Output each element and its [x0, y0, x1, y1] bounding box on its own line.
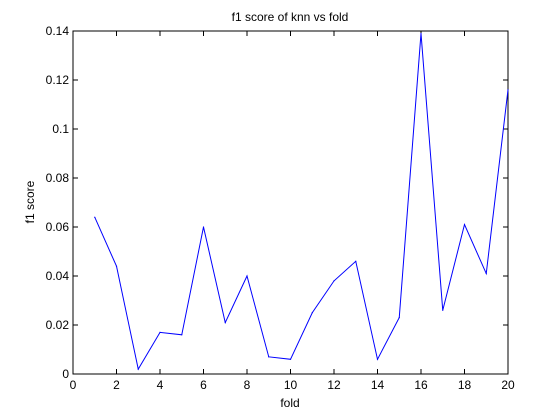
x-tick-label: 18	[458, 378, 472, 392]
data-point	[420, 32, 422, 35]
series-layer	[94, 32, 509, 371]
data-point	[398, 317, 400, 319]
x-tick-label: 8	[244, 378, 251, 392]
x-tick-label: 14	[371, 378, 385, 392]
chart-title: f1 score of knn vs fold	[232, 10, 349, 24]
data-point	[463, 223, 466, 226]
data-point	[115, 265, 118, 267]
x-tick-label: 2	[113, 378, 120, 392]
x-axis: 0 2 4 6 8 10 12 14 16 18 20	[70, 31, 515, 392]
x-tick-label: 0	[70, 378, 77, 392]
x-tick-label: 16	[414, 378, 428, 392]
x-tick-label: 10	[284, 378, 298, 392]
plot-area	[72, 30, 509, 375]
x-tick-label: 6	[200, 378, 207, 392]
y-axis: 0 0.02 0.04 0.06 0.08 0.1 0.12 0.14	[46, 24, 508, 381]
data-point	[181, 334, 183, 336]
x-tick-label: 20	[501, 378, 515, 392]
x-tick-label: 12	[327, 378, 341, 392]
data-point	[333, 280, 335, 282]
y-tick-label: 0.06	[46, 220, 70, 234]
data-point	[246, 275, 248, 277]
data-point	[442, 309, 444, 311]
x-tick-label: 4	[157, 378, 164, 392]
y-tick-label: 0.08	[46, 171, 70, 185]
data-point	[94, 216, 96, 218]
data-point	[202, 226, 205, 228]
y-tick-label: 0.02	[46, 318, 70, 332]
y-tick-label: 0	[62, 367, 69, 381]
data-point	[268, 356, 270, 358]
x-axis-label: fold	[280, 396, 299, 410]
data-point	[137, 368, 139, 370]
data-point	[311, 312, 313, 314]
data-point	[485, 272, 487, 275]
data-point	[289, 358, 292, 360]
y-tick-label: 0.12	[46, 73, 70, 87]
y-tick-label: 0.14	[46, 24, 70, 38]
data-point	[159, 331, 161, 333]
data-point	[355, 260, 357, 262]
data-point	[507, 89, 509, 91]
data-point	[224, 321, 226, 324]
y-axis-label: f1 score	[23, 180, 37, 223]
series-line	[94, 33, 509, 371]
y-tick-label: 0.04	[46, 269, 70, 283]
y-tick-label: 0.1	[52, 122, 69, 136]
data-point	[376, 358, 379, 360]
